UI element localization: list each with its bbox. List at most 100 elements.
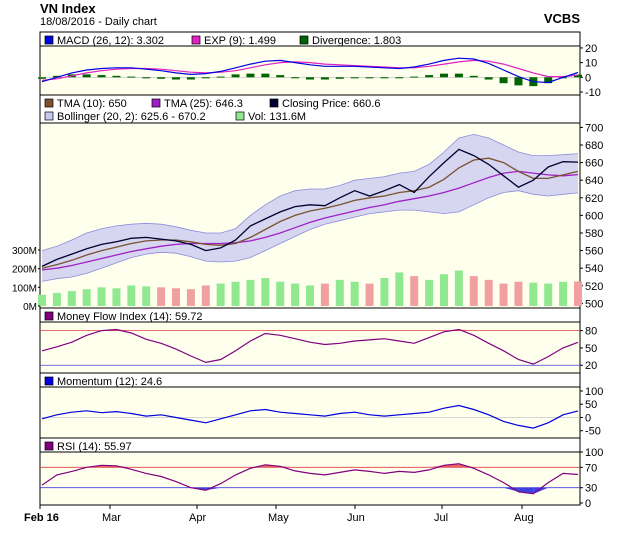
y-tick-label: 20 (585, 360, 597, 372)
volume-bar (395, 272, 404, 306)
divergence-bar (216, 76, 225, 78)
volume-bar (216, 283, 225, 306)
y-tick-label: 0 (585, 72, 591, 84)
y-tick-label: 50 (585, 399, 597, 411)
volume-tick-label: 100M (12, 283, 37, 294)
chart-subtitle: 18/08/2016 - Daily chart (40, 16, 157, 28)
divergence-bar (112, 75, 121, 78)
bollinger-lower (41, 190, 579, 282)
volume-bar (82, 289, 91, 306)
volume-bar (276, 281, 285, 306)
tma10-line (41, 157, 579, 269)
y-tick-label: -50 (585, 426, 601, 438)
legend-entry: Closing Price: 660.6 (282, 98, 380, 110)
y-tick-label: 660 (585, 158, 603, 170)
volume-bar (97, 287, 106, 306)
divergence-bar (82, 74, 91, 78)
legend-bar (39, 372, 581, 388)
x-tick-label: Mar (102, 512, 121, 524)
divergence-bar (410, 76, 419, 78)
y-tick-label: 70 (585, 462, 597, 474)
y-tick-label: 520 (585, 281, 603, 293)
x-tick-label: Apr (189, 512, 206, 524)
legend-swatch (44, 111, 54, 121)
volume-bar (291, 283, 300, 306)
legend-entry: TMA (10): 650 (57, 98, 127, 110)
legend-swatch (44, 311, 54, 321)
divergence-bar (395, 77, 404, 79)
volume-bar (246, 279, 255, 306)
oversold-fill (503, 487, 519, 492)
divergence-bar (186, 77, 195, 80)
chart-title: VN Index (40, 1, 96, 16)
divergence-bar (52, 75, 61, 78)
y-tick-label: 540 (585, 263, 603, 275)
volume-bar (127, 285, 136, 306)
volume-tick-label: 0M (23, 302, 37, 313)
legend-entry: Divergence: 1.803 (312, 35, 401, 47)
legend-entry: Vol: 131.6M (248, 111, 306, 123)
y-tick-label: 680 (585, 140, 603, 152)
volume-bar (350, 281, 359, 306)
y-tick-label: 500 (585, 298, 603, 310)
volume-bar (52, 292, 61, 306)
volume-bar (320, 283, 329, 306)
divergence-bar (320, 77, 329, 80)
legend-swatch (269, 98, 279, 108)
divergence-bar (380, 77, 389, 79)
divergence-bar (574, 74, 582, 78)
divergence-bar (97, 75, 106, 78)
oversold-fill (518, 487, 534, 494)
volume-bar (499, 283, 508, 306)
y-tick-label: 560 (585, 246, 603, 258)
volume-bar (529, 282, 538, 306)
divergence-bar (514, 77, 523, 86)
legend-bar (39, 31, 581, 47)
divergence-bar (201, 77, 210, 79)
volume-bar (67, 291, 76, 306)
volume-bar (410, 276, 419, 306)
brand-label: VCBS (544, 11, 580, 26)
volume-bar (157, 287, 166, 306)
volume-bar (559, 281, 568, 306)
x-axis: Feb 16 Mar Apr May Jun Jul Aug (24, 505, 534, 524)
y-tick-label: 100 (585, 447, 603, 459)
volume-bar (112, 288, 121, 306)
divergence-bar (350, 77, 359, 79)
legend-entry: Bollinger (20, 2): 625.6 - 670.2 (57, 111, 206, 123)
volume-bar (231, 281, 240, 306)
volume-bar (514, 281, 523, 306)
volume-bar (201, 285, 210, 306)
volume-bar (440, 274, 448, 306)
divergence-bar (127, 76, 136, 78)
volume-bar (484, 279, 493, 306)
legend-swatch (299, 35, 309, 45)
volume-bar (335, 279, 344, 306)
divergence-bar (246, 73, 255, 78)
divergence-bar (231, 74, 240, 78)
divergence-bar (335, 77, 344, 79)
volume-bar (306, 285, 314, 306)
volume-bar (454, 270, 463, 306)
divergence-bar (172, 77, 180, 80)
volume-bar (365, 283, 374, 306)
volume-bar (574, 281, 582, 306)
y-tick-label: 10 (585, 58, 597, 70)
mfi-line (41, 328, 579, 365)
volume-bar (38, 294, 46, 306)
y-tick-label: 30 (585, 483, 597, 495)
legend-entry: Money Flow Index (14): 59.72 (57, 311, 203, 323)
divergence-bar (425, 75, 434, 78)
x-tick-label: Aug (514, 512, 534, 524)
divergence-bar (306, 77, 314, 80)
divergence-bar (142, 77, 151, 79)
volume-bar (380, 278, 389, 306)
legend-swatch (44, 441, 54, 451)
y-tick-label: 600 (585, 210, 603, 222)
rsi-line (41, 463, 579, 495)
x-tick-label: Jul (434, 512, 448, 524)
y-tick-label: 100 (585, 386, 603, 398)
legend-entry: Momentum (12): 24.6 (57, 376, 162, 388)
volume-bar (142, 286, 151, 306)
x-tick-label: May (268, 512, 289, 524)
